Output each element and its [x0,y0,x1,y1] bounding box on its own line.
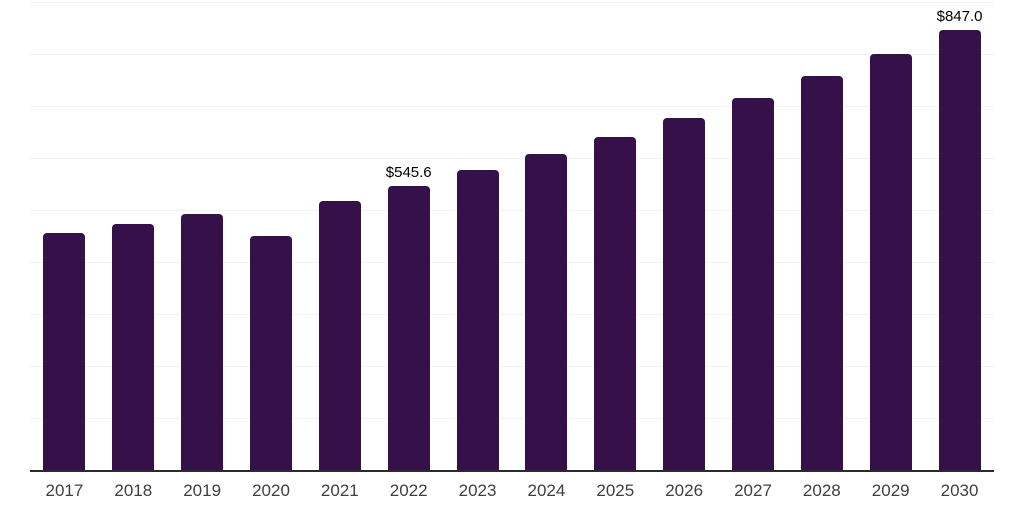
bar-2019 [181,214,224,470]
bar-2020 [250,236,292,470]
bar-2026 [663,117,706,470]
bar-2028 [800,75,843,470]
bar-2018 [112,224,155,470]
gridline [30,2,994,3]
x-tick-label-2021: 2021 [320,481,359,500]
bar-2023 [456,170,499,470]
bar-2024 [525,154,568,470]
x-tick-label-2019: 2019 [183,481,222,500]
gridline [30,418,994,419]
x-tick-label-2024: 2024 [527,481,566,500]
gridline [30,210,994,211]
x-tick-label-2022: 2022 [389,481,428,500]
gridline [30,158,994,159]
bar-value-label-2022: $545.6 [385,164,432,182]
x-tick-label-2027: 2027 [734,481,772,500]
x-tick-label-2020: 2020 [252,481,290,500]
x-tick-label-2026: 2026 [665,481,704,500]
gridline [30,314,994,315]
gridline [30,366,994,367]
x-axis-line [30,470,994,472]
bar-2017 [43,233,86,470]
x-tick-label-2025: 2025 [596,481,635,500]
x-tick-label-2029: 2029 [871,481,910,500]
bar-2022 [387,186,430,470]
x-tick-label-2017: 2017 [45,481,84,500]
bar-2030 [938,29,981,470]
bar-2029 [869,54,912,470]
bar-value-label-2030: $847.0 [936,7,983,25]
x-tick-label-2023: 2023 [458,481,497,500]
gridline [30,54,994,55]
x-tick-label-2028: 2028 [802,481,841,500]
gridline [30,106,994,107]
plot-area: $545.6 $847.0 [30,0,994,470]
bar-2027 [732,97,774,470]
x-tick-label-2030: 2030 [940,481,979,500]
gridline [30,262,994,263]
bar-2021 [318,201,361,470]
x-tick-label-2018: 2018 [114,481,153,500]
bar-2025 [594,136,637,470]
